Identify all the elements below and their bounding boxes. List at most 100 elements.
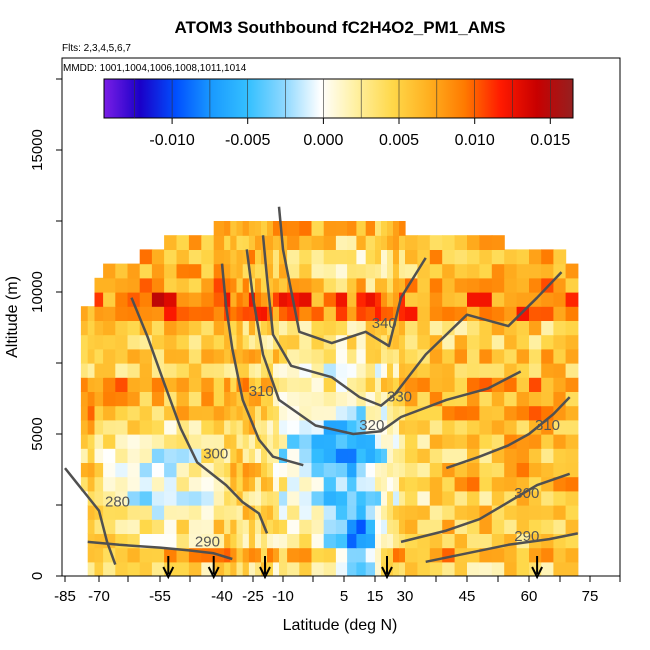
heatmap-cell [94, 490, 104, 506]
heatmap-cell [94, 547, 104, 563]
heatmap-cell [442, 505, 456, 520]
heatmap-cell [454, 505, 468, 520]
heatmap-cell [491, 306, 505, 321]
heatmap-cell [347, 561, 357, 576]
heatmap-cell [188, 391, 202, 407]
heatmap-cell [242, 547, 250, 563]
heatmap-cell [213, 277, 225, 293]
heatmap-cell [347, 533, 357, 549]
heatmap-cell [242, 306, 250, 321]
heatmap-cell [261, 334, 268, 350]
heatmap-cell [491, 263, 505, 279]
heatmap-cell [224, 249, 231, 265]
heatmap-cell [311, 391, 325, 407]
heatmap-cell [242, 519, 250, 534]
heatmap-cell [224, 377, 231, 392]
heatmap-cell [553, 547, 567, 563]
heatmap-cell [454, 434, 468, 449]
heatmap-cell [516, 561, 530, 576]
heatmap-cell [242, 533, 250, 549]
heatmap-cell [479, 235, 493, 250]
heatmap-cell [347, 306, 357, 321]
heatmap-cell [541, 292, 554, 307]
heatmap-cell [139, 391, 153, 407]
heatmap-cell [491, 391, 505, 407]
heatmap-cell [299, 348, 313, 364]
heatmap-cell [335, 434, 348, 449]
heatmap-cell [429, 348, 443, 364]
heatmap-cell [248, 334, 256, 350]
heatmap-cell [399, 561, 406, 576]
heatmap-cell [467, 391, 480, 407]
heatmap-cell [516, 377, 530, 392]
heatmap-cell [491, 419, 505, 435]
heatmap-cell [103, 306, 116, 321]
heatmap-cell [381, 377, 388, 392]
heatmap-cell [127, 377, 141, 392]
heatmap-cell [255, 292, 262, 307]
heatmap-cell [242, 391, 250, 407]
heatmap-cell [176, 462, 190, 478]
x-tick-label: 15 [367, 588, 384, 605]
heatmap-cell [553, 476, 567, 492]
heatmap-cell [335, 292, 348, 307]
contour-label-330: 330 [387, 389, 412, 406]
heatmap-cell [365, 363, 376, 378]
heatmap-cell [255, 448, 262, 463]
heatmap-cell [565, 320, 579, 336]
heatmap-cell [103, 419, 116, 435]
heatmap-cell [405, 306, 418, 321]
heatmap-cell [347, 419, 357, 435]
heatmap-cell [248, 533, 256, 549]
heatmap-cell [201, 476, 215, 492]
heatmap-cell [417, 462, 431, 478]
heatmap-cell [365, 462, 376, 478]
heatmap-cell [565, 277, 579, 293]
heatmap-cell [405, 519, 418, 534]
sounding-arrows [162, 556, 543, 580]
contour-line-330 [261, 235, 563, 407]
heatmap-cell [393, 277, 400, 293]
heatmap-cell [213, 320, 225, 336]
heatmap-cell [279, 306, 288, 321]
heatmap-cell [387, 292, 394, 307]
heatmap-cell [139, 490, 153, 506]
heatmap-cell [164, 235, 178, 250]
heatmap-cell [467, 490, 480, 506]
heatmap-cell [151, 448, 165, 463]
heatmap-cell [127, 561, 141, 576]
heatmap-cell [335, 519, 348, 534]
heatmap-cell [491, 249, 505, 265]
heatmap-cell [479, 561, 493, 576]
heatmap-cell [335, 277, 348, 293]
heatmap-cell [236, 249, 244, 265]
x-tick-label: 75 [582, 588, 599, 605]
heatmap-cell [323, 221, 337, 236]
heatmap-cell [242, 235, 250, 250]
heatmap-cell [375, 221, 382, 236]
heatmap-cell [299, 561, 313, 576]
heatmap-cell [541, 249, 554, 265]
heatmap-cell [230, 547, 238, 563]
heatmap-cell [224, 320, 231, 336]
heatmap-cell [127, 348, 141, 364]
heatmap-cell [405, 505, 418, 520]
contour-line-290 [87, 540, 233, 561]
heatmap-cell [387, 277, 394, 293]
heatmap-cell [335, 221, 348, 236]
heatmap-cell [467, 462, 480, 478]
heatmap-cell [213, 476, 225, 492]
heatmap-cell [381, 476, 388, 492]
heatmap-cell [454, 490, 468, 506]
heatmap-cell [442, 263, 456, 279]
heatmap-cell [224, 363, 231, 378]
heatmap-cell [248, 320, 256, 336]
heatmap-cell [248, 490, 256, 506]
heatmap-cell [273, 490, 280, 506]
heatmap-cell [381, 249, 388, 265]
heatmap-cell [279, 476, 288, 492]
heatmap-cell [139, 306, 153, 321]
heatmap-cell [565, 505, 579, 520]
heatmap-cell [236, 348, 244, 364]
heatmap-cell [479, 363, 493, 378]
